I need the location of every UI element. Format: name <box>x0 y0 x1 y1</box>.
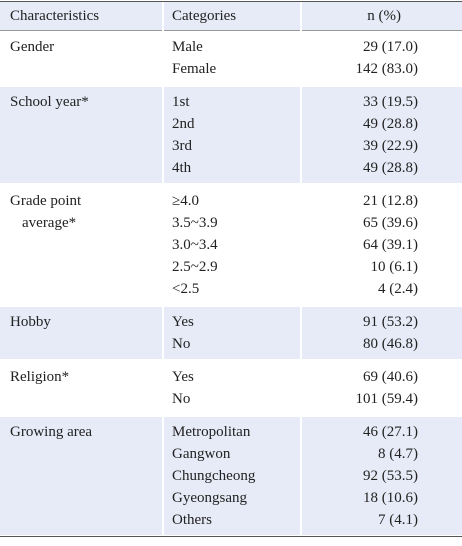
category: ≥4.0 <box>172 193 199 209</box>
header-rule <box>0 30 462 31</box>
group-bg <box>0 87 462 183</box>
bottom-rule <box>0 536 462 537</box>
column-separator <box>300 2 302 535</box>
characteristic: School year* <box>10 94 89 110</box>
count: 7 (4.1) <box>378 512 418 528</box>
category: Metropolitan <box>172 424 251 440</box>
category: 3.5~3.9 <box>172 215 218 231</box>
count: 21 (12.8) <box>363 193 418 209</box>
count: 91 (53.2) <box>363 314 418 330</box>
category: Gangwon <box>172 446 231 462</box>
category: No <box>172 336 191 352</box>
category: 1st <box>172 94 190 110</box>
count: 29 (17.0) <box>363 39 418 55</box>
category: 2nd <box>172 116 195 132</box>
top-rule <box>0 1 462 2</box>
count: 39 (22.9) <box>363 138 418 154</box>
category: No <box>172 391 191 407</box>
category: 4th <box>172 160 192 176</box>
category: Gyeongsang <box>172 490 247 506</box>
count: 69 (40.6) <box>363 369 418 385</box>
category: Female <box>172 61 217 77</box>
category: 2.5~2.9 <box>172 259 218 275</box>
header-bg <box>0 2 462 30</box>
characteristic: Hobby <box>10 314 51 330</box>
category: Others <box>172 512 212 528</box>
column-separator <box>162 2 164 535</box>
count: 4 (2.4) <box>378 281 418 297</box>
category: <2.5 <box>172 281 200 297</box>
count: 8 (4.7) <box>378 446 418 462</box>
header-cell: Characteristics <box>10 8 100 24</box>
characteristic: Growing area <box>10 424 93 440</box>
category: Male <box>172 39 203 55</box>
characteristic: Religion* <box>10 369 70 385</box>
count: 64 (39.1) <box>363 237 418 253</box>
count: 10 (6.1) <box>370 259 419 275</box>
count: 49 (28.8) <box>363 160 418 176</box>
count: 80 (46.8) <box>363 336 418 352</box>
category: Yes <box>172 314 194 330</box>
characteristic: Gender <box>10 39 55 55</box>
group-bg <box>0 417 462 535</box>
category: 3.0~3.4 <box>172 237 218 253</box>
count: 65 (39.6) <box>363 215 418 231</box>
characteristic: average* <box>22 215 77 231</box>
category: 3rd <box>172 138 192 154</box>
count: 92 (53.5) <box>363 468 418 484</box>
count: 101 (59.4) <box>355 391 419 407</box>
count: 18 (10.6) <box>363 490 418 506</box>
count: 49 (28.8) <box>363 116 418 132</box>
count: 33 (19.5) <box>363 94 418 110</box>
count: 46 (27.1) <box>363 424 418 440</box>
header-cell: n (%) <box>367 8 401 24</box>
count: 142 (83.0) <box>355 61 419 77</box>
category: Chungcheong <box>172 468 256 484</box>
category: Yes <box>172 369 194 385</box>
group-bg <box>0 307 462 359</box>
header-cell: Categories <box>172 8 237 24</box>
characteristic: Grade point <box>10 193 82 209</box>
